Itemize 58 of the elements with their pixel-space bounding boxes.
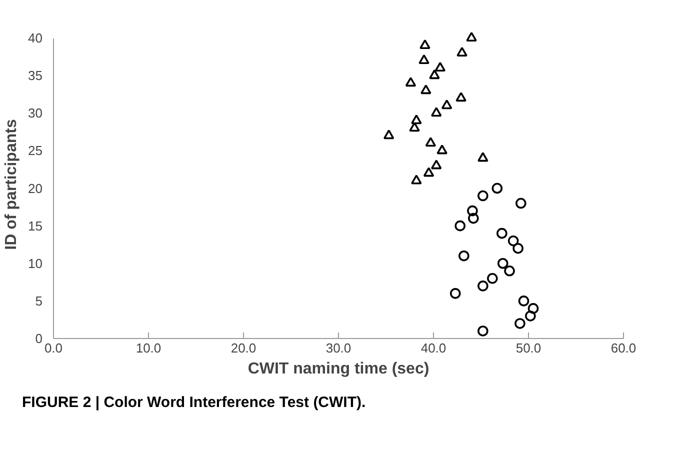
point [504,266,515,276]
point [468,212,479,224]
point [420,84,432,94]
y-tick-label: 15 [28,218,43,234]
point [478,326,488,336]
y-axis-title: ID of participants [3,119,20,250]
x-tick-label: 10.0 [136,340,162,356]
point [434,62,446,72]
point [456,92,466,102]
x-tick-label: 30.0 [326,340,352,356]
y-tick-label: 40 [28,30,43,46]
point [411,174,422,184]
point [478,280,488,292]
point [429,69,440,80]
y-tick-label: 0 [35,331,43,346]
point [467,205,478,216]
point [430,160,442,170]
y-tick-label: 10 [28,256,43,271]
point [508,235,519,246]
point [496,228,508,239]
y-tick-label: 5 [35,293,43,308]
point [405,76,416,87]
point [492,182,503,194]
point [478,152,488,162]
x-tick-label: 40.0 [420,340,446,356]
x-axis-title: CWIT naming time (sec) [248,360,430,378]
point [487,273,498,284]
x-tick-label: 0.0 [44,340,63,356]
point [478,190,488,202]
y-tick-label: 35 [28,68,43,84]
point [430,107,442,117]
point [497,258,508,269]
point [441,100,452,110]
point [411,114,422,124]
point [383,130,394,140]
caption: FIGURE 2 | Color Word Interference Test (CWIT). [22,393,366,413]
point [525,310,536,322]
point [456,46,468,57]
point [466,32,477,42]
y-tick-label: 20 [28,180,43,196]
point [418,54,430,64]
point [450,288,461,299]
point [458,250,470,262]
point [518,296,530,306]
y-tick-label: 30 [28,106,43,121]
point [425,137,436,147]
point [512,242,524,254]
y-tick-label: 25 [28,143,43,158]
x-tick-label: 60.0 [610,340,636,356]
point [528,303,539,314]
point [454,220,466,232]
x-tick-label: 20.0 [230,340,256,356]
point [420,39,430,50]
point [514,318,526,329]
point [516,198,526,209]
point [423,167,434,177]
x-tick-label: 50.0 [516,340,542,356]
point [436,144,448,154]
